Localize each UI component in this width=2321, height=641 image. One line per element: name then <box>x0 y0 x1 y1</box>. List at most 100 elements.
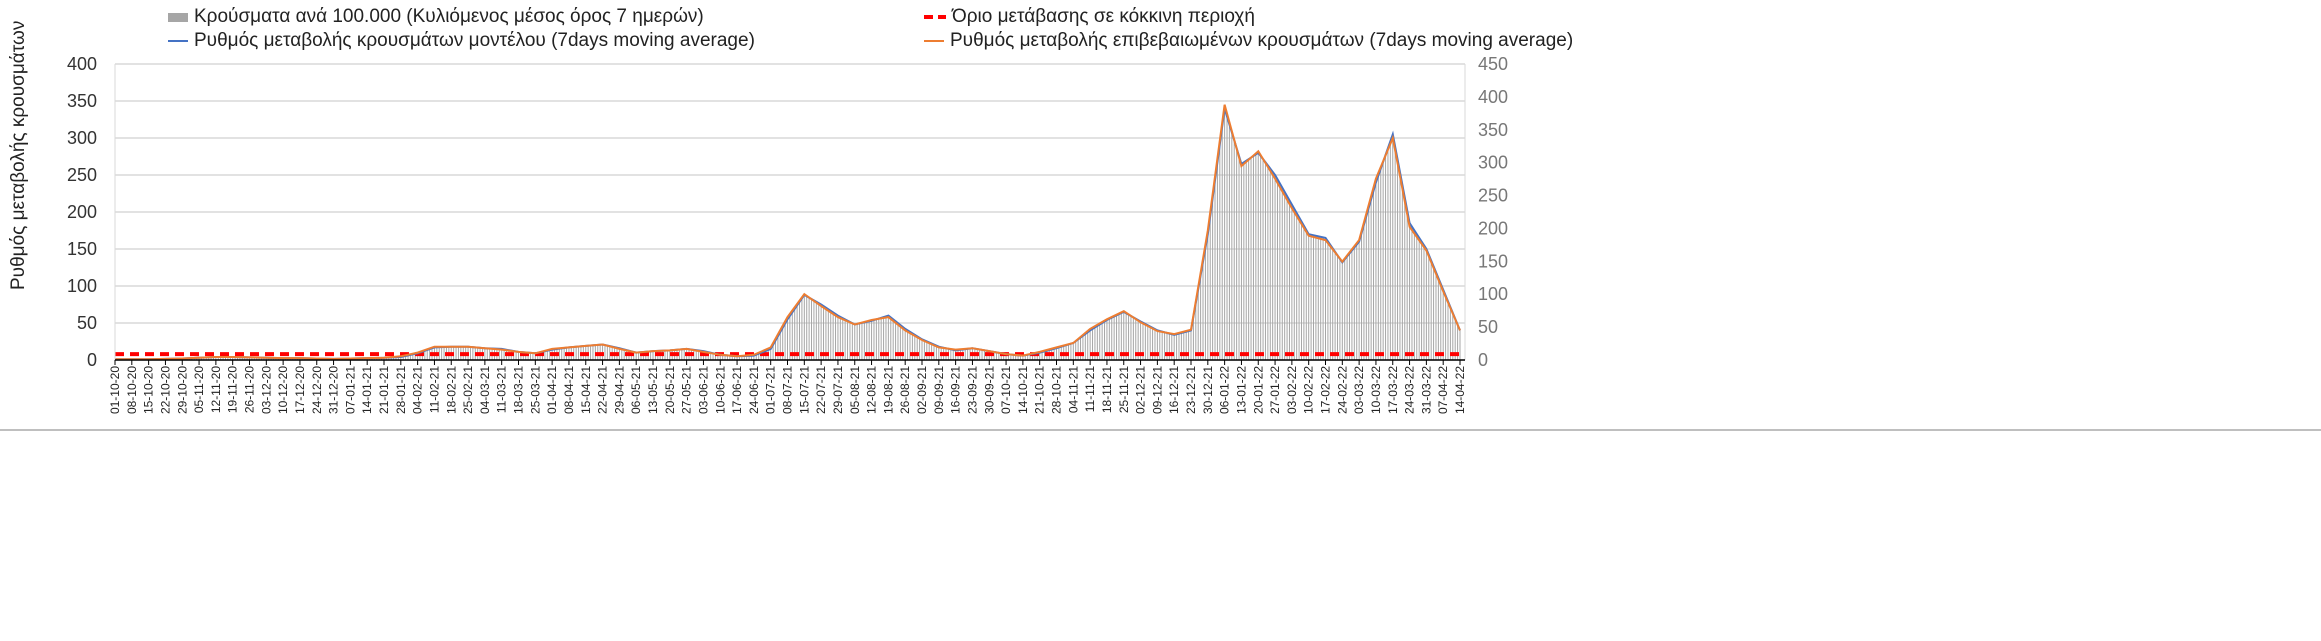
bar <box>1041 352 1043 360</box>
bar <box>866 321 868 360</box>
bar <box>842 318 844 360</box>
bar <box>895 321 897 360</box>
bar <box>887 315 889 360</box>
bar <box>429 349 431 360</box>
x-tick-label: 22-10-20 <box>158 366 172 414</box>
x-tick-label: 25-03-21 <box>528 366 542 414</box>
bar <box>1024 355 1026 360</box>
bar <box>258 357 260 360</box>
bar <box>827 309 829 360</box>
x-tick-label: 31-12-20 <box>327 366 341 414</box>
bar <box>638 352 640 360</box>
x-tick-label: 28-10-21 <box>1050 366 1064 414</box>
bar <box>261 357 263 360</box>
bar <box>561 348 563 360</box>
bar <box>890 317 892 360</box>
bar <box>791 312 793 360</box>
bar <box>1116 315 1118 360</box>
bar <box>837 315 839 360</box>
bar <box>275 358 277 360</box>
bar <box>1130 316 1132 360</box>
bar <box>1317 236 1319 360</box>
bar <box>1106 319 1108 360</box>
bar <box>1080 337 1082 360</box>
bar <box>1190 330 1192 360</box>
bar <box>1043 351 1045 360</box>
bar <box>871 320 873 360</box>
bar <box>1180 333 1182 360</box>
bar <box>1356 245 1358 360</box>
bar <box>618 348 620 360</box>
bar <box>1224 109 1226 361</box>
bar <box>1449 307 1451 360</box>
bar <box>592 345 594 360</box>
bar <box>455 346 457 360</box>
bar <box>1435 272 1437 360</box>
bar <box>522 352 524 360</box>
bar <box>393 357 395 360</box>
bar <box>484 348 486 360</box>
bar <box>412 354 414 360</box>
x-tick-label: 08-04-21 <box>562 366 576 414</box>
legend-item-model: Ρυθμός μεταβολής κρουσμάτων μοντέλου (7d… <box>168 30 755 52</box>
bar <box>1394 147 1396 360</box>
bar <box>1425 249 1427 360</box>
bar <box>1334 252 1336 360</box>
bar <box>938 346 940 360</box>
bar <box>1216 163 1218 360</box>
bar <box>1082 335 1084 360</box>
bar <box>1310 235 1312 360</box>
bar <box>1325 238 1326 360</box>
bar <box>1281 188 1283 360</box>
bar <box>1123 311 1125 360</box>
x-tick-label: 20-05-21 <box>663 366 677 414</box>
bar <box>227 357 229 360</box>
bar <box>1442 290 1444 360</box>
bar <box>1168 333 1170 360</box>
bar <box>1240 164 1242 360</box>
bar <box>208 357 210 360</box>
bar <box>1368 208 1370 360</box>
bar <box>1228 125 1230 360</box>
bar <box>1308 235 1310 360</box>
bar <box>1262 159 1264 360</box>
bar <box>1375 183 1377 360</box>
y-tick-left: 200 <box>67 202 97 222</box>
bar <box>642 352 644 360</box>
bar <box>196 358 198 360</box>
x-tick-label: 12-11-20 <box>209 366 223 413</box>
x-tick-label: 17-12-20 <box>293 366 307 414</box>
bar <box>1149 326 1151 360</box>
bar <box>717 354 719 360</box>
x-tick-label: 24-12-20 <box>310 366 324 414</box>
bar <box>1243 163 1245 360</box>
bar <box>803 294 805 360</box>
bar <box>1132 317 1134 360</box>
bar <box>1406 211 1408 360</box>
bar <box>885 316 887 360</box>
bar <box>825 307 827 360</box>
bar <box>952 349 954 360</box>
bar <box>1269 169 1271 360</box>
bar <box>712 353 714 360</box>
bar <box>1072 342 1074 360</box>
bar <box>1104 321 1106 360</box>
x-tick-label: 17-03-22 <box>1386 366 1400 414</box>
bar <box>400 357 402 360</box>
bar <box>265 358 267 360</box>
bar <box>518 352 519 360</box>
bar <box>198 358 200 360</box>
bar <box>919 338 921 360</box>
bar <box>246 357 248 360</box>
bar <box>1404 198 1406 360</box>
bar <box>875 319 877 360</box>
bar <box>979 349 981 360</box>
x-tick-label: 01-07-21 <box>764 366 778 414</box>
y-tick-right: 100 <box>1478 284 1508 304</box>
bar <box>794 308 796 360</box>
legend-line-swatch <box>924 40 944 42</box>
legend-label: Όριο μετάβασης σε κόκκινη περιοχή <box>952 6 1255 27</box>
x-tick-label: 15-10-20 <box>142 366 156 414</box>
bar <box>1288 201 1290 360</box>
bar <box>251 357 253 360</box>
